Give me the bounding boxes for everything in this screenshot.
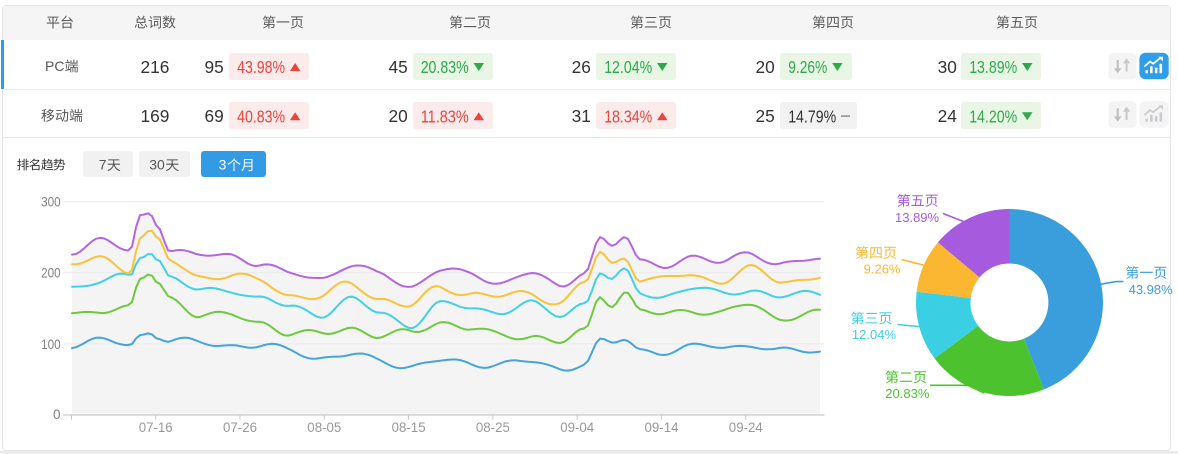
svg-text:7: 7: [99, 157, 107, 173]
svg-text:43.98%: 43.98%: [1129, 282, 1174, 297]
svg-text:PC: PC: [45, 58, 64, 74]
svg-text:09-24: 09-24: [729, 419, 763, 435]
svg-text:07-16: 07-16: [139, 419, 173, 435]
svg-text:20: 20: [755, 57, 774, 77]
svg-text:12.04%: 12.04%: [852, 327, 897, 342]
svg-text:26: 26: [572, 57, 591, 77]
svg-text:13.89%: 13.89%: [969, 57, 1017, 77]
svg-text:300: 300: [41, 195, 61, 210]
svg-text:0: 0: [53, 407, 61, 422]
svg-text:13.89%: 13.89%: [895, 210, 940, 225]
svg-text:9.26%: 9.26%: [788, 57, 827, 77]
svg-text:20: 20: [388, 106, 407, 126]
svg-text:100: 100: [41, 337, 61, 352]
svg-text:200: 200: [41, 266, 61, 281]
svg-text:9.26%: 9.26%: [864, 261, 901, 276]
svg-text:43.98%: 43.98%: [237, 57, 285, 77]
svg-text:95: 95: [204, 57, 223, 77]
svg-text:31: 31: [572, 106, 591, 126]
svg-text:09-14: 09-14: [645, 419, 679, 435]
svg-text:18.34%: 18.34%: [604, 106, 652, 126]
svg-text:20.83%: 20.83%: [885, 386, 930, 401]
svg-text:20.83%: 20.83%: [421, 57, 469, 77]
svg-text:45: 45: [388, 57, 407, 77]
svg-text:40.83%: 40.83%: [237, 106, 285, 126]
svg-text:12.04%: 12.04%: [604, 57, 652, 77]
svg-text:07-26: 07-26: [223, 419, 257, 435]
svg-text:09-04: 09-04: [560, 419, 594, 435]
svg-text:169: 169: [141, 106, 170, 126]
svg-text:11.83%: 11.83%: [421, 106, 469, 126]
svg-text:08-25: 08-25: [476, 419, 510, 435]
svg-text:30: 30: [938, 57, 957, 77]
svg-text:14.79%: 14.79%: [788, 106, 836, 126]
svg-text:216: 216: [141, 57, 170, 77]
svg-text:08-15: 08-15: [392, 419, 426, 435]
svg-text:08-05: 08-05: [307, 419, 341, 435]
svg-text:69: 69: [204, 106, 223, 126]
svg-text:24: 24: [938, 106, 958, 126]
svg-text:30: 30: [149, 157, 165, 173]
svg-text:3: 3: [219, 157, 227, 173]
svg-text:25: 25: [755, 106, 774, 126]
svg-text:14.20%: 14.20%: [969, 106, 1017, 126]
